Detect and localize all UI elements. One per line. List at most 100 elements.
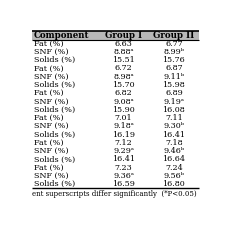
Bar — [32, 155, 99, 164]
Text: Fat (%): Fat (%) — [34, 89, 63, 97]
Text: 6.77: 6.77 — [165, 40, 183, 48]
Text: 7.23: 7.23 — [115, 164, 133, 172]
Bar — [32, 114, 99, 122]
Bar — [149, 40, 199, 48]
Bar — [32, 40, 99, 48]
Text: 8.99ᵇ: 8.99ᵇ — [163, 48, 184, 56]
Text: SNF (%): SNF (%) — [34, 97, 68, 106]
Text: Solids (%): Solids (%) — [34, 81, 75, 89]
Text: 9.30ᵇ: 9.30ᵇ — [163, 122, 184, 130]
Text: 7.11: 7.11 — [165, 114, 183, 122]
Bar — [99, 48, 149, 56]
Text: 6.72: 6.72 — [115, 65, 133, 72]
Bar — [149, 106, 199, 114]
Bar — [99, 64, 149, 73]
Bar — [32, 64, 99, 73]
Bar — [32, 122, 99, 130]
Text: 16.64: 16.64 — [162, 155, 185, 163]
Bar — [99, 172, 149, 180]
Text: 15.70: 15.70 — [112, 81, 135, 89]
Bar — [32, 164, 99, 172]
Text: Group II: Group II — [153, 31, 195, 40]
Bar — [32, 31, 99, 40]
Bar — [149, 147, 199, 155]
Bar — [99, 130, 149, 139]
Text: Solids (%): Solids (%) — [34, 106, 75, 114]
Bar — [32, 139, 99, 147]
Text: SNF (%): SNF (%) — [34, 147, 68, 155]
Bar — [99, 81, 149, 89]
Bar — [32, 56, 99, 64]
Text: 15.90: 15.90 — [112, 106, 135, 114]
Bar — [99, 106, 149, 114]
Bar — [149, 48, 199, 56]
Bar — [149, 122, 199, 130]
Text: 15.76: 15.76 — [162, 56, 185, 64]
Bar — [32, 73, 99, 81]
Bar — [149, 97, 199, 106]
Text: 6.82: 6.82 — [115, 89, 133, 97]
Text: Solids (%): Solids (%) — [34, 180, 75, 188]
Text: Fat (%): Fat (%) — [34, 65, 63, 72]
Text: 8.88ᵃ: 8.88ᵃ — [113, 48, 134, 56]
Bar — [32, 81, 99, 89]
Bar — [99, 155, 149, 164]
Bar — [149, 81, 199, 89]
Bar — [32, 130, 99, 139]
Text: 6.63: 6.63 — [115, 40, 133, 48]
Text: 9.19ᵃ: 9.19ᵃ — [163, 97, 184, 106]
Text: Group I: Group I — [105, 31, 142, 40]
Text: Solids (%): Solids (%) — [34, 155, 75, 163]
Bar — [99, 114, 149, 122]
Bar — [32, 180, 99, 188]
Bar — [99, 31, 149, 40]
Text: 8.98ᵃ: 8.98ᵃ — [113, 73, 134, 81]
Bar — [149, 56, 199, 64]
Text: 9.36ᵃ: 9.36ᵃ — [113, 172, 134, 180]
Text: SNF (%): SNF (%) — [34, 48, 68, 56]
Text: ent superscripts differ significantly  (*P<0.05): ent superscripts differ significantly (*… — [32, 190, 196, 198]
Text: 9.11ᵇ: 9.11ᵇ — [163, 73, 184, 81]
Text: 16.41: 16.41 — [162, 130, 185, 139]
Bar — [32, 48, 99, 56]
Text: 16.19: 16.19 — [112, 130, 135, 139]
Text: 15.51: 15.51 — [112, 56, 135, 64]
Bar — [99, 122, 149, 130]
Bar — [99, 164, 149, 172]
Bar — [149, 164, 199, 172]
Bar — [99, 147, 149, 155]
Text: 9.29ᵃ: 9.29ᵃ — [113, 147, 134, 155]
Text: 6.87: 6.87 — [165, 65, 183, 72]
Bar — [99, 56, 149, 64]
Text: 7.24: 7.24 — [165, 164, 183, 172]
Text: 9.46ᵇ: 9.46ᵇ — [163, 147, 184, 155]
Bar — [149, 31, 199, 40]
Text: Fat (%): Fat (%) — [34, 114, 63, 122]
Bar — [32, 172, 99, 180]
Text: 16.80: 16.80 — [162, 180, 185, 188]
Text: 7.12: 7.12 — [115, 139, 133, 147]
Bar — [99, 180, 149, 188]
Bar — [99, 139, 149, 147]
Text: 9.18ᵃ: 9.18ᵃ — [113, 122, 134, 130]
Bar — [99, 73, 149, 81]
Bar — [32, 106, 99, 114]
Bar — [149, 130, 199, 139]
Text: 16.08: 16.08 — [162, 106, 185, 114]
Text: SNF (%): SNF (%) — [34, 122, 68, 130]
Bar — [32, 97, 99, 106]
Bar — [32, 147, 99, 155]
Bar — [99, 40, 149, 48]
Text: 7.01: 7.01 — [115, 114, 133, 122]
Bar — [149, 73, 199, 81]
Text: 9.56ᵇ: 9.56ᵇ — [163, 172, 184, 180]
Text: 9.08ᵃ: 9.08ᵃ — [113, 97, 134, 106]
Text: 6.89: 6.89 — [165, 89, 183, 97]
Text: Fat (%): Fat (%) — [34, 40, 63, 48]
Text: Component: Component — [34, 31, 89, 40]
Text: Fat (%): Fat (%) — [34, 139, 63, 147]
Text: Fat (%): Fat (%) — [34, 164, 63, 172]
Bar — [149, 89, 199, 97]
Bar — [149, 180, 199, 188]
Text: SNF (%): SNF (%) — [34, 172, 68, 180]
